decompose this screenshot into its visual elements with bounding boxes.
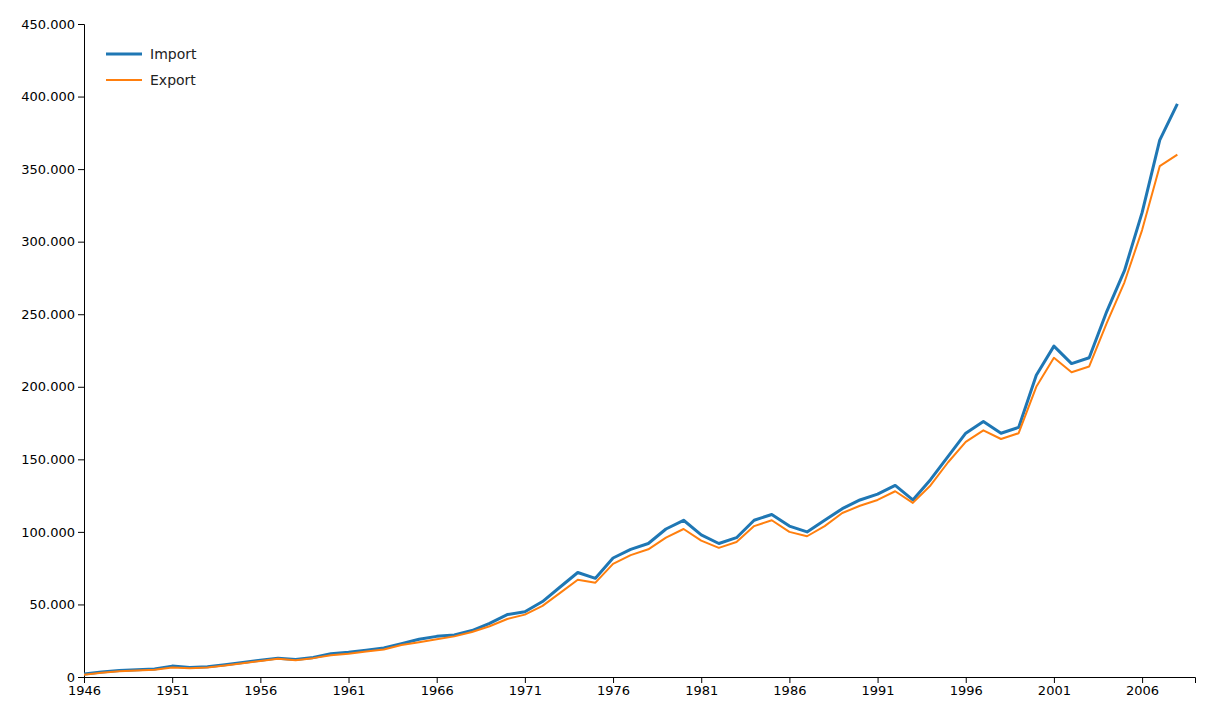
tick-label: 1986 — [773, 683, 806, 698]
tick-mark — [1142, 677, 1143, 683]
tick-label: 1976 — [597, 683, 630, 698]
tick-mark — [613, 677, 614, 683]
tick-mark — [260, 677, 261, 683]
tick-mark — [78, 604, 84, 605]
tick: 450.000 — [21, 17, 84, 32]
tick: 150.000 — [21, 452, 84, 467]
legend-item: Import — [106, 46, 197, 62]
tick-mark — [78, 459, 84, 460]
tick: 50.000 — [30, 597, 85, 612]
tick-label: 1991 — [862, 683, 895, 698]
tick-label: 100.000 — [21, 525, 75, 540]
legend-swatch — [106, 53, 142, 56]
tick: 300.000 — [21, 234, 84, 249]
series-group — [84, 104, 1177, 675]
x-axis: 1946 1951 1956 1961 1966 1971 1976 1981 1986 1991… — [68, 677, 1196, 698]
tick-mark — [437, 677, 438, 683]
tick: 1971 — [509, 677, 542, 698]
tick-label: 1966 — [421, 683, 454, 698]
legend-swatch — [106, 79, 142, 81]
tick: 2006 — [1126, 677, 1159, 698]
tick: 1956 — [244, 677, 277, 698]
tick: 1996 — [950, 677, 983, 698]
series-line — [84, 155, 1177, 675]
tick: 250.000 — [21, 307, 84, 322]
tick-mark — [1054, 677, 1055, 683]
tick: 1951 — [156, 677, 189, 698]
tick-mark — [78, 97, 84, 98]
axis-line — [78, 25, 85, 678]
legend-label: Import — [150, 46, 197, 62]
tick-label: 2001 — [1038, 683, 1071, 698]
tick-label: 250.000 — [21, 307, 75, 322]
tick: 350.000 — [21, 162, 84, 177]
legend-label: Export — [150, 72, 196, 88]
tick-mark — [78, 314, 84, 315]
tick-label: 1971 — [509, 683, 542, 698]
legend-item: Export — [106, 72, 196, 88]
tick-mark — [701, 677, 702, 683]
tick-mark — [78, 532, 84, 533]
tick-label: 400.000 — [21, 89, 75, 104]
tick-label: 0 — [67, 670, 75, 685]
tick: 1976 — [597, 677, 630, 698]
tick: 100.000 — [21, 525, 84, 540]
legend: Import Export — [106, 46, 197, 88]
tick-mark — [349, 677, 350, 683]
tick-label: 350.000 — [21, 162, 75, 177]
tick-mark — [78, 242, 84, 243]
tick: 0 — [67, 670, 84, 685]
series-line — [84, 104, 1177, 674]
tick-label: 2006 — [1126, 683, 1159, 698]
tick-label: 1956 — [244, 683, 277, 698]
tick-mark — [78, 677, 84, 678]
tick-mark — [78, 24, 84, 25]
tick-label: 50.000 — [30, 597, 76, 612]
tick: 1981 — [685, 677, 718, 698]
tick: 1966 — [421, 677, 454, 698]
y-axis: 0 50.000 100.000 150.000 200.000 250.000 300.0… — [21, 17, 84, 685]
tick: 1961 — [332, 677, 365, 698]
tick-label: 1951 — [156, 683, 189, 698]
tick-label: 200.000 — [21, 379, 75, 394]
tick-label: 1981 — [685, 683, 718, 698]
tick-label: 1996 — [950, 683, 983, 698]
plot: 1946 1951 1956 1961 1966 1971 1976 1981 1986 1991… — [21, 17, 1195, 699]
tick-mark — [966, 677, 967, 683]
tick-mark — [172, 677, 173, 683]
tick-label: 300.000 — [21, 234, 75, 249]
tick-mark — [78, 387, 84, 388]
axis-line — [85, 678, 1196, 684]
tick-mark — [878, 677, 879, 683]
tick: 1986 — [773, 677, 806, 698]
tick: 2001 — [1038, 677, 1071, 698]
tick-label: 450.000 — [21, 17, 75, 32]
chart: 1946 1951 1956 1961 1966 1971 1976 1981 1986 1991… — [0, 0, 1229, 723]
tick-mark — [789, 677, 790, 683]
tick-label: 1961 — [332, 683, 365, 698]
tick: 400.000 — [21, 89, 84, 104]
tick-mark — [525, 677, 526, 683]
tick-label: 1946 — [68, 683, 101, 698]
tick: 1991 — [862, 677, 895, 698]
tick-label: 150.000 — [21, 452, 75, 467]
tick-mark — [78, 169, 84, 170]
tick: 200.000 — [21, 379, 84, 394]
